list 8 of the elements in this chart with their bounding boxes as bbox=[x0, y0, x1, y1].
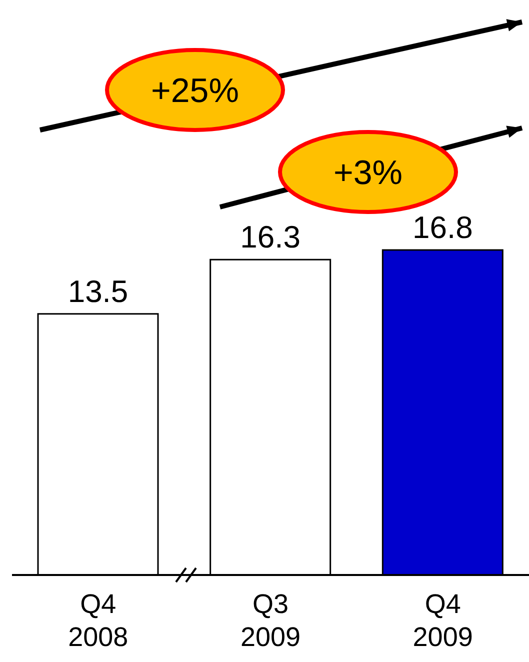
data-label: 16.8 bbox=[412, 210, 473, 245]
data-label: 16.3 bbox=[240, 220, 301, 255]
x-tick-label: Q4 2008 bbox=[68, 589, 128, 652]
data-label: 13.5 bbox=[68, 274, 128, 309]
text: +3% bbox=[334, 154, 402, 192]
text: +25% bbox=[151, 72, 239, 110]
x-tick-label: Q3 2009 bbox=[240, 589, 301, 652]
x-tick-label: Q4 2009 bbox=[412, 589, 473, 652]
